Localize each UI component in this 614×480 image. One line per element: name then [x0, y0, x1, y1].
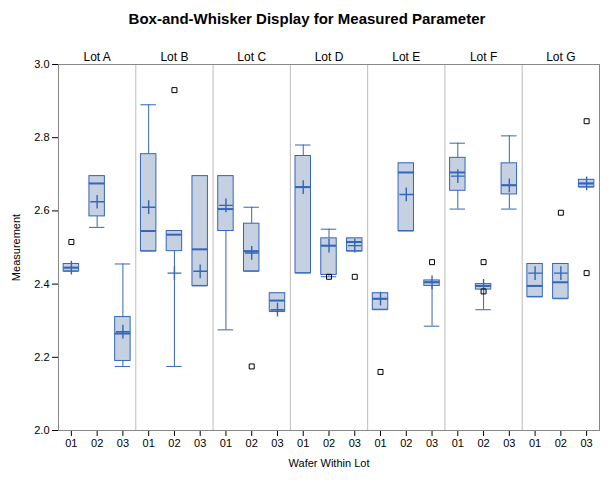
svg-text:01: 01 — [65, 437, 77, 449]
svg-text:01: 01 — [529, 437, 541, 449]
svg-text:2.6: 2.6 — [34, 204, 49, 216]
svg-text:01: 01 — [297, 437, 309, 449]
svg-text:2.8: 2.8 — [34, 131, 49, 143]
svg-text:01: 01 — [374, 437, 386, 449]
svg-text:Lot G: Lot G — [546, 50, 575, 64]
svg-text:03: 03 — [271, 437, 283, 449]
svg-text:03: 03 — [426, 437, 438, 449]
svg-text:03: 03 — [117, 437, 129, 449]
svg-text:Measurement: Measurement — [10, 214, 22, 281]
svg-text:Lot E: Lot E — [392, 50, 420, 64]
svg-text:02: 02 — [323, 437, 335, 449]
svg-text:02: 02 — [477, 437, 489, 449]
svg-text:Lot D: Lot D — [315, 50, 344, 64]
svg-text:01: 01 — [143, 437, 155, 449]
svg-text:Lot A: Lot A — [83, 50, 110, 64]
svg-text:2.4: 2.4 — [34, 278, 49, 290]
svg-text:02: 02 — [400, 437, 412, 449]
svg-text:Lot F: Lot F — [470, 50, 497, 64]
html-text:Box-and-Whisker Display for Me: Box-and-Whisker Display for Measured Par… — [128, 10, 486, 27]
svg-text:Lot C: Lot C — [237, 50, 266, 64]
svg-text:Lot B: Lot B — [160, 50, 188, 64]
svg-text:03: 03 — [349, 437, 361, 449]
svg-text:03: 03 — [580, 437, 592, 449]
svg-text:01: 01 — [220, 437, 232, 449]
svg-text:02: 02 — [246, 437, 258, 449]
svg-text:2.0: 2.0 — [34, 424, 49, 436]
svg-text:02: 02 — [555, 437, 567, 449]
svg-text:3.0: 3.0 — [34, 58, 49, 70]
svg-text:03: 03 — [194, 437, 206, 449]
svg-text:02: 02 — [168, 437, 180, 449]
svg-text:Wafer Within Lot: Wafer Within Lot — [289, 457, 370, 469]
svg-text:02: 02 — [91, 437, 103, 449]
svg-text:01: 01 — [452, 437, 464, 449]
svg-text:2.2: 2.2 — [34, 351, 49, 363]
svg-text:03: 03 — [503, 437, 515, 449]
